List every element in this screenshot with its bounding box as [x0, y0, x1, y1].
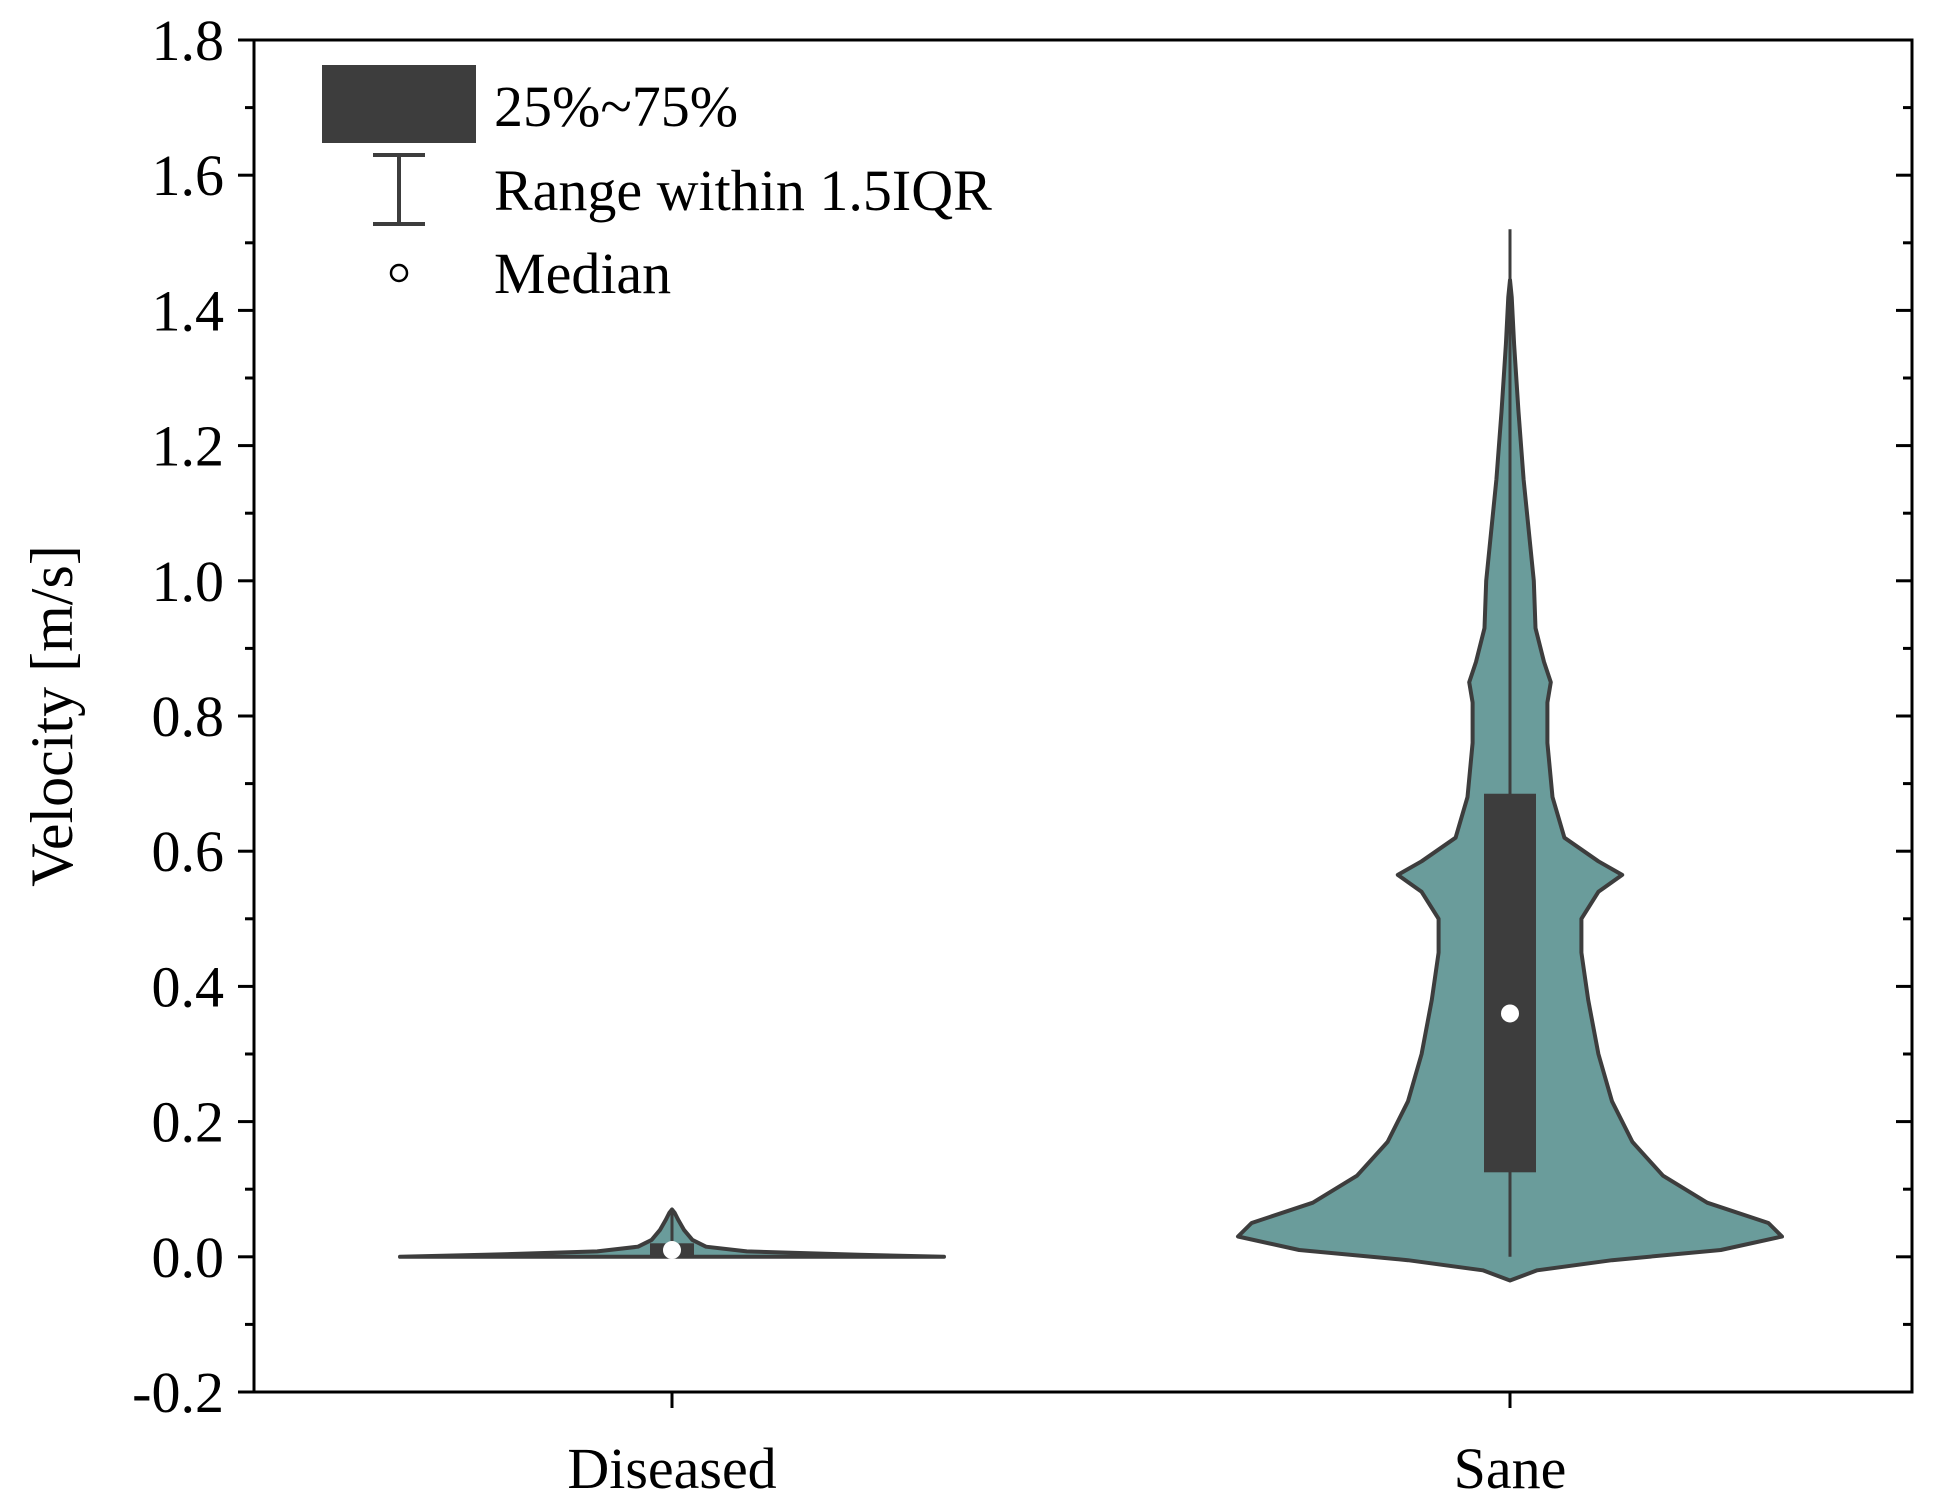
- axes-layer: -0.2 0.0 0.2 0.4 0.6 0.8 1.0 1.2 1.4 1.6 1.8 Diseas…: [19, 8, 1914, 1495]
- y-axis-title: Velocity [m/s]: [19, 545, 85, 887]
- y-tick-label: 1.2: [152, 414, 225, 479]
- x-tick-label-diseased: Diseased: [567, 1436, 776, 1495]
- legend-label-range: Range within 1.5IQR: [494, 158, 992, 223]
- legend: 25%~75% Range within 1.5IQR Median: [322, 65, 992, 306]
- legend-label-iqr: 25%~75%: [494, 74, 738, 139]
- y-tick-label: 1.0: [152, 549, 225, 614]
- y-tick-label: 0.0: [152, 1225, 225, 1290]
- legend-box-symbol: [322, 65, 476, 143]
- y-tick-label: 0.8: [152, 684, 225, 749]
- legend-label-median: Median: [494, 241, 671, 306]
- legend-median-symbol: [389, 263, 409, 283]
- y-tick-label: 0.2: [152, 1090, 225, 1155]
- violin-layer: [398, 229, 1784, 1283]
- y-tick-label: 0.6: [152, 819, 225, 884]
- x-tick-label-sane: Sane: [1454, 1436, 1567, 1495]
- y-tick-label: 0.4: [152, 954, 225, 1019]
- median-dot-sane: [1501, 1004, 1519, 1023]
- iqr-box-sane: [1484, 793, 1536, 1173]
- y-tick-label: -0.2: [132, 1360, 224, 1425]
- y-tick-label: 1.4: [152, 278, 225, 343]
- y-tick-label: 1.6: [152, 143, 225, 208]
- median-dot-diseased: [663, 1241, 681, 1260]
- y-tick-label: 1.8: [152, 8, 225, 73]
